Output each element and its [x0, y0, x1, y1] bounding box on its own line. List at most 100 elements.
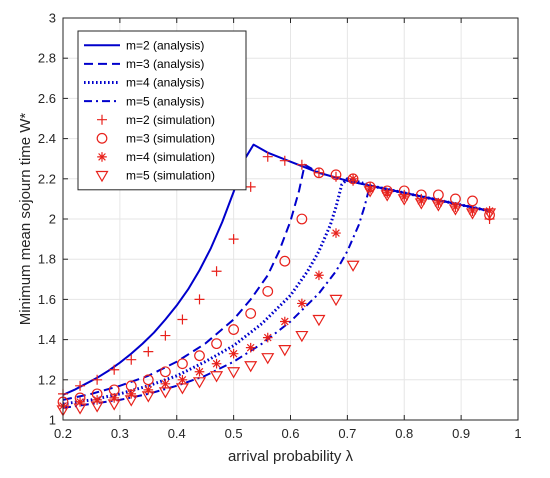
- y-tick-label: 2.6: [38, 91, 56, 106]
- data-point-triangle-down: [73, 403, 87, 415]
- x-tick-label: 0.7: [338, 426, 356, 441]
- data-point-plus: [228, 234, 239, 245]
- data-point-triangle-down: [380, 190, 394, 202]
- data-point-plus: [194, 294, 205, 305]
- x-tick-label: 0.8: [395, 426, 413, 441]
- data-point-triangle-down: [465, 208, 480, 220]
- data-point-triangle-down: [329, 294, 343, 307]
- data-point-asterisk: [177, 375, 188, 385]
- data-point-asterisk: [450, 202, 461, 212]
- data-point-triangle-down: [141, 391, 155, 403]
- data-point-asterisk: [416, 196, 427, 206]
- data-point-asterisk: [314, 270, 324, 281]
- y-tick-label: 1.2: [38, 372, 56, 387]
- x-tick-label: 0.3: [111, 426, 129, 441]
- data-point-asterisk: [348, 174, 358, 184]
- data-point-plus: [126, 354, 137, 365]
- data-point-triangle-down: [192, 377, 207, 389]
- data-point-asterisk: [75, 397, 85, 407]
- data-point-asterisk: [382, 188, 392, 198]
- x-tick-label: 0.2: [54, 426, 72, 441]
- legend-label: m=2 (analysis): [126, 39, 204, 53]
- data-point-plus: [245, 181, 256, 192]
- data-point-plus: [160, 330, 171, 341]
- data-point-asterisk: [484, 206, 495, 216]
- data-point-triangle-down: [363, 186, 377, 198]
- y-tick-label: 2: [49, 212, 56, 227]
- data-point-plus: [92, 374, 103, 385]
- legend-entry-m-5-analysis: m=5 (analysis): [84, 94, 204, 108]
- data-point-plus: [177, 314, 188, 325]
- legend-label: m=5 (analysis): [126, 94, 204, 108]
- data-point-asterisk: [194, 366, 205, 377]
- legend-entry-m-3-analysis: m=3 (analysis): [84, 57, 204, 71]
- data-point-asterisk: [297, 298, 307, 309]
- data-point-circle: [211, 338, 222, 350]
- data-point-triangle-down: [346, 260, 360, 272]
- data-point-asterisk: [245, 342, 256, 353]
- data-point-plus: [211, 266, 222, 277]
- legend-label: m=4 (simulation): [126, 150, 215, 164]
- data-point-triangle-down: [158, 387, 172, 399]
- data-point-asterisk: [467, 206, 478, 216]
- data-point-asterisk: [399, 192, 410, 202]
- data-point-circle: [467, 195, 478, 207]
- data-point-triangle-down: [295, 330, 309, 343]
- y-tick-label: 1.8: [38, 252, 56, 267]
- data-point-circle: [245, 308, 257, 319]
- series-m-4-analysis: [62, 177, 490, 406]
- y-tick-label: 2.2: [38, 171, 56, 186]
- data-point-triangle-down: [431, 200, 445, 212]
- data-point-circle: [279, 255, 291, 267]
- data-point-plus: [313, 167, 324, 178]
- legend-label: m=4 (analysis): [126, 76, 204, 90]
- data-point-circle: [296, 213, 308, 225]
- legend-entry-m-2-simulation: m=2 (simulation): [97, 113, 215, 127]
- data-point-circle: [159, 366, 171, 378]
- data-point-asterisk: [160, 379, 171, 389]
- series-m-4-simulation: [58, 174, 495, 411]
- y-tick-label: 2.4: [38, 131, 56, 146]
- y-tick-label: 3: [49, 11, 56, 26]
- legend-entry-m-3-simulation: m=3 (simulation): [96, 132, 215, 146]
- legend-box: [77, 30, 247, 191]
- data-point-plus: [109, 364, 120, 375]
- legend-marker-swatch: [96, 132, 108, 144]
- data-point-triangle-down: [312, 314, 326, 327]
- y-tick-label: 1.6: [38, 292, 56, 307]
- legend-label: m=2 (simulation): [126, 113, 215, 127]
- data-point-plus: [279, 155, 290, 166]
- data-point-asterisk: [280, 316, 290, 327]
- legend: m=2 (analysis) m=3 (analysis) m=4 (analysi…: [77, 30, 247, 191]
- data-point-circle: [194, 350, 205, 362]
- data-point-triangle-down: [244, 361, 258, 373]
- data-point-triangle-down: [124, 395, 138, 407]
- data-point-asterisk: [211, 358, 222, 369]
- data-point-circle: [177, 358, 188, 370]
- data-point-triangle-down: [227, 367, 241, 379]
- data-point-asterisk: [92, 395, 102, 405]
- data-point-triangle-down: [278, 345, 292, 357]
- data-point-triangle-down: [175, 383, 189, 395]
- legend-entry-m-5-simulation: m=5 (simulation): [95, 169, 215, 183]
- data-point-circle: [262, 285, 274, 297]
- y-tick-label: 1: [49, 413, 56, 428]
- x-tick-label: 0.9: [452, 426, 470, 441]
- data-point-triangle-down: [414, 198, 428, 210]
- data-point-asterisk: [262, 332, 273, 343]
- legend-marker-swatch: [97, 114, 107, 125]
- data-point-asterisk: [143, 385, 154, 395]
- x-tick-label: 0.4: [168, 426, 186, 441]
- ticks: 0.2 0.3 0.4 0.5 0.6 0.7 0.8 0.9 1 1 1.2 1.4 1.6 1.8 2 2…: [38, 11, 522, 442]
- data-point-asterisk: [228, 348, 239, 359]
- legend-marker-swatch: [97, 152, 107, 162]
- data-point-triangle-down: [397, 194, 411, 206]
- data-point-triangle-down: [483, 208, 497, 220]
- legend-entry-m-4-simulation: m=4 (simulation): [97, 150, 215, 164]
- legend-entry-m-4-analysis: m=4 (analysis): [84, 76, 204, 90]
- data-point-circle: [228, 324, 240, 335]
- data-point-asterisk: [331, 228, 341, 238]
- data-point-plus: [143, 346, 154, 357]
